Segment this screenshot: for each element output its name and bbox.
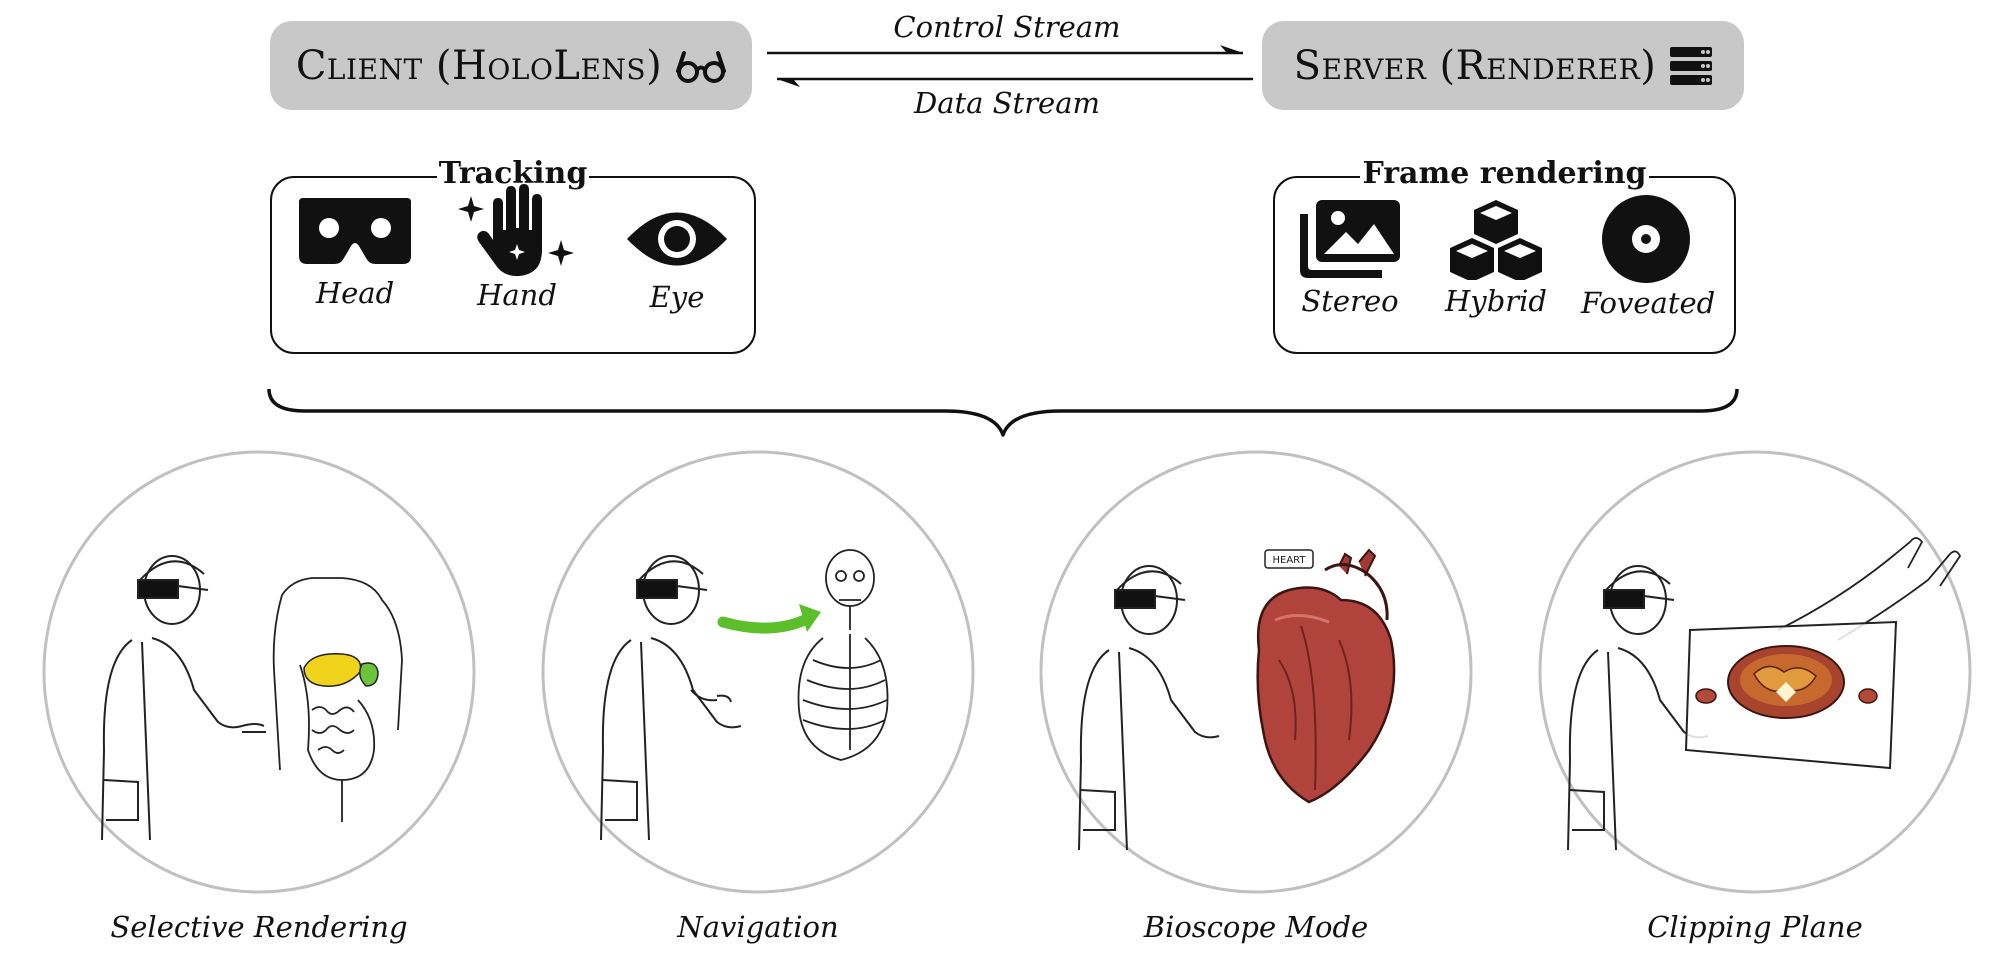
- scene-label-clipping-plane: Clipping Plane: [1647, 910, 1863, 944]
- gallbladder: [359, 662, 379, 687]
- foveated-label: Foveated: [1581, 286, 1716, 320]
- scene-clipping-plane: [1538, 450, 1972, 894]
- skeleton: [797, 549, 889, 761]
- scene-label-navigation: Navigation: [677, 910, 839, 944]
- vr-headset-icon: [299, 198, 411, 264]
- client-label: Client (HoloLens): [295, 42, 663, 89]
- tracking-item-head: Head: [290, 196, 420, 310]
- rendering-item-stereo: Stereo: [1285, 198, 1415, 318]
- tracking-item-hand: Hand: [452, 182, 582, 312]
- scene-navigation: [541, 450, 975, 894]
- cubes-icon: [1450, 200, 1542, 280]
- curly-brace: [267, 388, 1739, 437]
- data-stream-label: Data Stream: [913, 86, 1101, 120]
- glasses-icon: [676, 50, 727, 83]
- compact-disc-icon: [1602, 195, 1690, 283]
- eye-label: Eye: [649, 280, 705, 314]
- heart-illustration: [1256, 548, 1396, 804]
- sparkle-hand-icon: [458, 184, 574, 277]
- client-box: Client (HoloLens): [270, 21, 752, 110]
- frame-rendering-panel: Frame rendering Stereo Hybrid Foveated: [1273, 156, 1736, 354]
- scene-bioscope-mode: HEART: [1039, 450, 1473, 894]
- scene-label-selective-rendering: Selective Rendering: [110, 910, 408, 944]
- hybrid-label: Hybrid: [1445, 284, 1547, 318]
- doctor-figure: [101, 555, 266, 841]
- server-label: Server (Renderer): [1293, 42, 1657, 89]
- stereo-label: Stereo: [1301, 284, 1399, 318]
- control-stream-label: Control Stream: [893, 10, 1121, 44]
- tracking-item-eye: Eye: [612, 206, 742, 314]
- server-box: Server (Renderer): [1262, 21, 1744, 110]
- head-label: Head: [315, 276, 395, 310]
- server-rack-icon: [1670, 46, 1713, 85]
- frame-rendering-title: Frame rendering: [1360, 156, 1649, 191]
- rendering-item-hybrid: Hybrid: [1431, 198, 1561, 318]
- hand-label: Hand: [477, 278, 557, 312]
- stream-arrows: [767, 45, 1253, 87]
- eye-icon: [627, 212, 727, 266]
- doctor-figure: [1078, 565, 1220, 851]
- rendering-item-foveated: Foveated: [1581, 194, 1716, 320]
- images-icon: [1300, 200, 1400, 278]
- torso-anatomy: [272, 577, 403, 822]
- doctor-figure: [600, 555, 742, 841]
- scene-selective-rendering: [42, 450, 476, 894]
- tracking-title: Tracking: [436, 156, 590, 191]
- scene-label-bioscope-mode: Bioscope Mode: [1143, 910, 1369, 944]
- navigation-arrow: [717, 612, 815, 634]
- heart-note: HEART: [1272, 555, 1306, 566]
- cross-section: [1695, 645, 1878, 719]
- tracking-panel: Tracking Head Hand Eye: [270, 156, 756, 354]
- doctor-figure: [1567, 565, 1709, 851]
